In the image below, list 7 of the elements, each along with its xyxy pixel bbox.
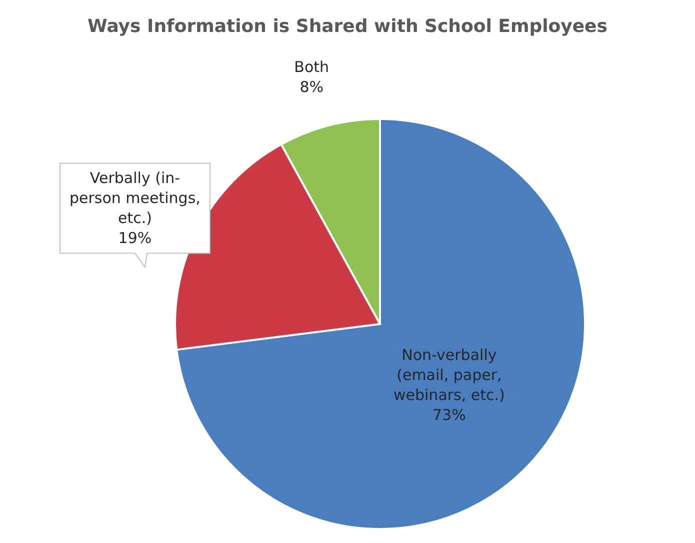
data-label: 8% xyxy=(300,78,324,96)
chart-title: Ways Information is Shared with School Employees xyxy=(88,16,608,37)
data-label: 19% xyxy=(118,229,152,248)
slice-label: Verbally (in-person meetings, etc.) xyxy=(70,169,200,228)
slice-label: Both xyxy=(294,58,330,76)
data-label: 73% xyxy=(432,406,466,424)
slice-label: Non-verbally (email, paper, webinars, etc.) xyxy=(394,346,505,404)
